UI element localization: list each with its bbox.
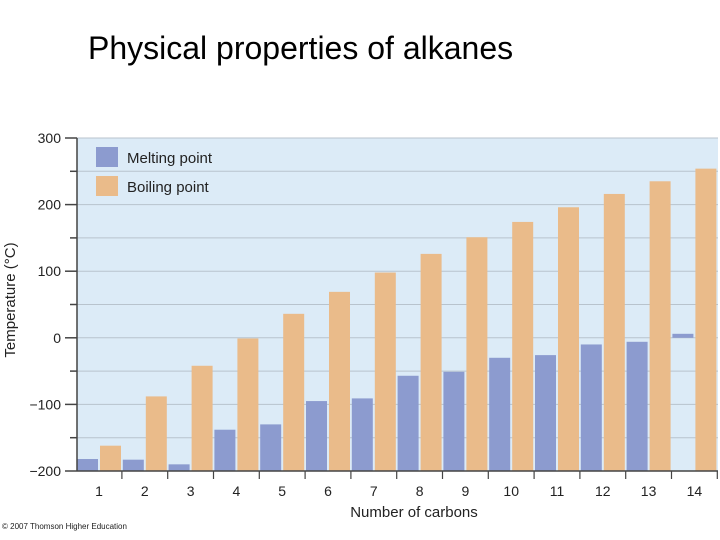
boiling-bar-6 [329,291,350,471]
legend-label-boiling: Boiling point [127,179,210,196]
x-tick-label: 11 [550,483,565,499]
x-tick-label: 7 [370,483,378,499]
melting-bar-11 [535,355,556,471]
melting-bar-1 [77,459,98,471]
x-tick-labels: 1 2 3 4 5 6 7 8 9 10 11 12 13 14 [95,483,702,499]
melting-bar-9 [443,371,465,471]
melting-bar-7 [351,398,373,471]
x-tick-label: 1 [95,483,103,499]
x-axis-title: Number of carbons [350,504,478,521]
melting-bar-5 [260,424,282,471]
y-tick-label: −200 [29,463,61,479]
x-tick-label: 8 [416,483,424,499]
x-tick-label: 6 [324,483,332,499]
melting-bar-10 [489,357,511,471]
melting-bar-8 [397,375,419,471]
y-tick-label: −100 [29,396,61,412]
melting-bar-12 [580,344,602,471]
melting-bar-4 [214,429,236,471]
boiling-bar-5 [283,313,305,471]
x-tick-label: 10 [503,483,519,499]
x-tick-label: 2 [141,483,149,499]
copyright-notice: © 2007 Thomson Higher Education [2,522,127,531]
x-tick-label: 13 [641,483,657,499]
x-tick-label: 4 [233,483,241,499]
boiling-bar-14 [695,168,717,472]
page-title: Physical properties of alkanes [88,30,514,66]
x-tick-label: 9 [462,483,470,499]
legend-label-melting: Melting point [127,150,213,167]
boiling-bar-9 [466,237,488,471]
y-tick-labels: 300 200 100 0 −100 −200 [29,130,61,479]
y-tick-label: 100 [38,263,62,279]
melting-bar-3 [168,464,190,471]
boiling-bar-1 [100,445,121,471]
y-axis-title: Temperature (°C) [2,242,19,357]
boiling-bar-4 [237,338,259,471]
boiling-bar-8 [420,253,442,471]
melting-bar-6 [306,401,327,471]
x-tick-label: 3 [187,483,195,499]
boiling-bar-13 [649,181,671,472]
boiling-bar-2 [145,396,167,471]
boiling-bar-7 [374,272,396,471]
legend-swatch-boiling [96,176,118,196]
y-tick-label: 0 [53,330,61,346]
boiling-bar-10 [512,221,534,471]
boiling-bar-11 [558,207,579,471]
axes [65,137,718,479]
x-tick-label: 12 [595,483,611,499]
y-tick-label: 300 [38,130,62,146]
boiling-bar-3 [191,365,213,471]
bars [77,168,717,472]
legend-swatch-melting [96,147,118,167]
y-tick-label: 200 [38,197,62,213]
melting-bar-2 [122,459,144,471]
x-tick-label: 5 [278,483,286,499]
x-tick-label: 14 [687,483,703,499]
melting-bar-13 [626,341,648,471]
boiling-bar-12 [603,193,625,471]
legend: Melting point Boiling point [96,147,213,196]
melting-bar-14 [672,333,694,338]
